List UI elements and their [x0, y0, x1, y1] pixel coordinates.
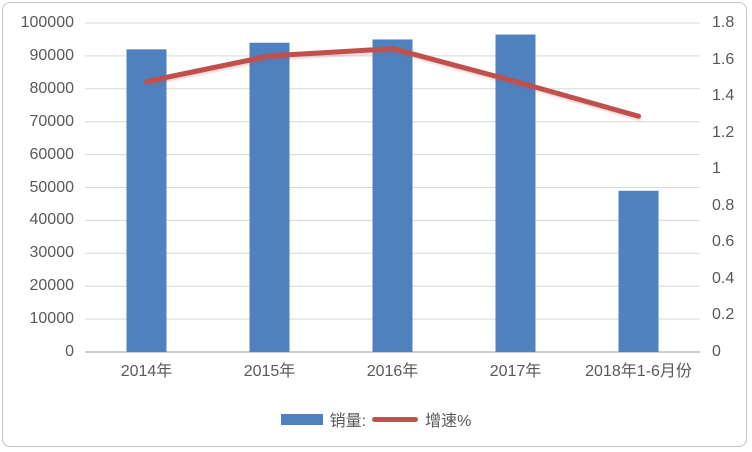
x-axis-label-2018年1-6月份: 2018年1-6月份 [585, 363, 692, 380]
left-axis-tick-70000: 70000 [29, 112, 75, 130]
right-axis-tick-0: 0 [712, 343, 721, 360]
line-series-swatch [372, 416, 419, 422]
bar-series-swatch [280, 413, 323, 425]
legend-label-growth: 增速% [425, 413, 472, 430]
left-axis-tick-90000: 90000 [29, 46, 75, 64]
left-axis-tick-60000: 60000 [29, 145, 75, 163]
legend: 销量: 增速% [0, 407, 752, 431]
right-axis-tick-0.2: 0.2 [712, 306, 735, 324]
left-axis-tick-40000: 40000 [29, 211, 75, 229]
left-axis-tick-0: 0 [65, 343, 74, 360]
legend-entry-sales: 销量: [280, 407, 367, 431]
growth-rate-line [144, 46, 641, 119]
bar-2014年 [126, 49, 167, 352]
right-axis-tick-1.4: 1.4 [712, 87, 735, 105]
bar-2015年 [249, 42, 290, 353]
left-axis-tick-20000: 20000 [29, 277, 75, 295]
legend-label-sales: 销量: [329, 413, 367, 430]
left-axis-tick-10000: 10000 [29, 310, 75, 328]
right-axis-tick-1.2: 1.2 [712, 123, 735, 141]
left-axis-tick-100000: 100000 [20, 14, 74, 31]
right-axis-tick-1: 1 [712, 160, 721, 178]
x-axis-label-2015年: 2015年 [243, 363, 296, 380]
bar-2018年1-6月份 [618, 190, 659, 352]
legend-entry-growth: 增速% [372, 407, 471, 431]
right-axis-tick-1.6: 1.6 [712, 50, 735, 68]
right-axis-tick-0.8: 0.8 [712, 196, 735, 214]
right-axis-tick-0.6: 0.6 [712, 233, 735, 251]
x-axis-label-2017年: 2017年 [489, 363, 542, 380]
bar-2016年 [372, 39, 413, 352]
right-axis-tick-1.8: 1.8 [712, 14, 735, 31]
right-axis-tick-0.4: 0.4 [712, 269, 735, 287]
x-axis-label-2016年: 2016年 [366, 363, 419, 380]
left-axis-tick-30000: 30000 [29, 244, 75, 262]
left-axis-tick-50000: 50000 [29, 178, 75, 196]
x-axis-label-2014年: 2014年 [120, 363, 173, 380]
left-axis-tick-80000: 80000 [29, 79, 75, 97]
